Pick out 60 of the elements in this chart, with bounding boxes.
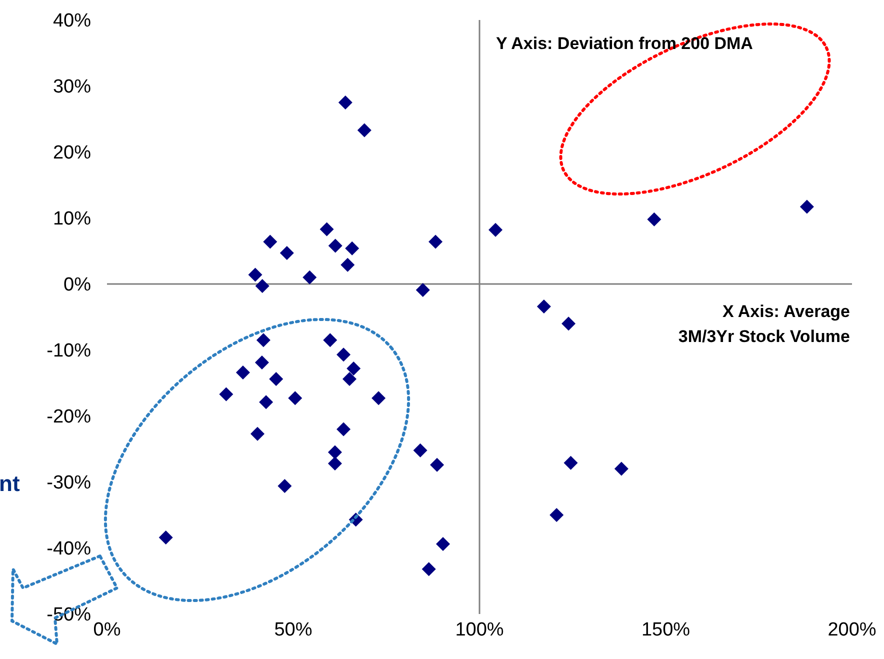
point	[259, 395, 274, 410]
point	[564, 456, 578, 470]
point	[323, 333, 338, 348]
point	[248, 268, 262, 282]
point	[338, 96, 352, 110]
point	[336, 422, 351, 436]
point	[288, 391, 302, 406]
point	[256, 333, 270, 348]
y-tick-label: -30%	[46, 472, 92, 494]
point	[340, 258, 355, 272]
point	[488, 222, 503, 237]
point	[536, 299, 551, 314]
annotation: X Axis: Average 3M/3Yr Stock Volume	[677, 301, 850, 348]
point	[550, 508, 564, 522]
y-tick-label: 10%	[52, 208, 92, 230]
point	[328, 445, 342, 460]
point	[328, 238, 342, 253]
point	[647, 212, 662, 226]
point	[345, 241, 360, 256]
point	[328, 456, 342, 471]
point	[416, 282, 430, 297]
y-tick-label: -10%	[46, 340, 92, 362]
x-tick-label: 200%	[828, 619, 876, 640]
point	[320, 222, 334, 236]
point	[357, 123, 372, 138]
point	[158, 530, 173, 544]
point	[255, 278, 270, 293]
x-tick-label: 150%	[641, 619, 690, 640]
point	[219, 387, 234, 402]
point	[614, 462, 628, 476]
point	[342, 372, 356, 386]
point	[346, 361, 361, 376]
point	[302, 270, 317, 284]
y-tick-label: 0%	[64, 274, 92, 296]
x-tick-label: 0%	[93, 619, 121, 640]
annotation: Y Axis: Deviation from 200 DMA	[496, 33, 753, 55]
point	[250, 426, 264, 441]
point	[436, 537, 450, 552]
y-tick-label: 30%	[52, 76, 92, 98]
point	[430, 458, 444, 472]
x-tick-label: 100%	[455, 619, 504, 640]
x-tick-label: 50%	[274, 619, 312, 640]
point	[236, 365, 250, 380]
point	[428, 234, 443, 249]
text: nt	[0, 470, 20, 498]
y-tick-label: 20%	[52, 142, 92, 164]
point	[278, 478, 292, 493]
point	[263, 234, 278, 249]
point	[280, 246, 294, 260]
point	[800, 200, 814, 214]
point	[562, 316, 576, 331]
point	[372, 391, 386, 406]
point	[254, 356, 269, 370]
point	[422, 562, 436, 576]
y-tick-label: -20%	[46, 406, 92, 428]
point	[269, 372, 284, 386]
point	[336, 348, 351, 362]
point	[413, 443, 428, 458]
y-tick-label: -40%	[46, 538, 92, 560]
y-tick-label: 40%	[52, 10, 92, 32]
